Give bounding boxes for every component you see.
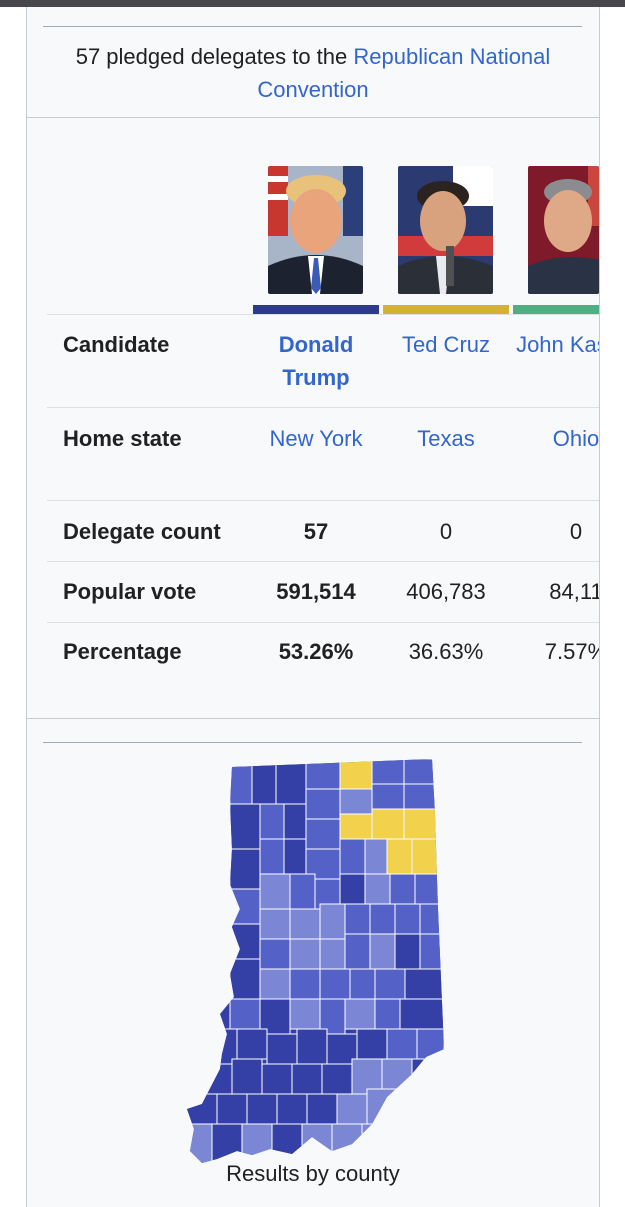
popular-vote-cruz: 406,783 — [406, 579, 486, 604]
row-label-candidate: Candidate — [63, 332, 170, 357]
percentage-kasich: 7.57% — [544, 639, 599, 664]
percentage-cruz: 36.63% — [408, 639, 484, 664]
kasich-color-bar — [513, 305, 599, 314]
cruz-portrait — [398, 166, 493, 294]
cruz-color-bar — [383, 305, 509, 314]
row-label-percentage: Percentage — [63, 639, 182, 664]
row-divider — [47, 314, 599, 315]
row-divider — [47, 407, 599, 408]
row-divider — [47, 500, 599, 501]
divider — [43, 742, 582, 743]
trump-color-bar — [253, 305, 379, 314]
row-divider — [47, 561, 599, 562]
delegates-cruz: 0 — [439, 519, 453, 544]
row-label-delegates: Delegate count — [63, 519, 221, 544]
home-state-kasich-link[interactable]: Ohio — [552, 426, 600, 451]
home-state-cruz-link[interactable]: Texas — [417, 426, 475, 451]
rnc-link[interactable]: Republican National Convention — [257, 44, 551, 102]
trump-portrait — [268, 166, 363, 294]
divider — [43, 26, 582, 27]
section-divider — [27, 718, 599, 719]
kasich-portrait — [528, 166, 599, 294]
popular-vote-kasich: 84,11 — [549, 579, 600, 604]
row-label-popular-vote: Popular vote — [63, 579, 197, 604]
row-divider — [47, 622, 599, 623]
percentage-trump: 53.26% — [278, 639, 354, 664]
county-results-map[interactable] — [182, 759, 447, 1164]
row-label-home-state: Home state — [63, 426, 182, 451]
delegates-trump: 57 — [303, 519, 329, 544]
candidate-trump-link[interactable]: Donald Trump — [278, 332, 354, 390]
delegates-kasich: 0 — [569, 519, 583, 544]
election-infobox: 57 pledged delegates to the Republican N… — [26, 7, 600, 1207]
pledged-delegates-text: 57 pledged delegates to the Republican N… — [75, 44, 551, 102]
section-divider — [27, 117, 599, 118]
candidate-kasich-link[interactable]: John Kasich — [516, 332, 599, 357]
top-status-bar — [0, 0, 625, 7]
map-caption: Results by county — [226, 1161, 400, 1186]
home-state-trump-link[interactable]: New York — [269, 426, 363, 451]
candidate-cruz-link[interactable]: Ted Cruz — [401, 332, 491, 357]
popular-vote-trump: 591,514 — [276, 579, 356, 604]
